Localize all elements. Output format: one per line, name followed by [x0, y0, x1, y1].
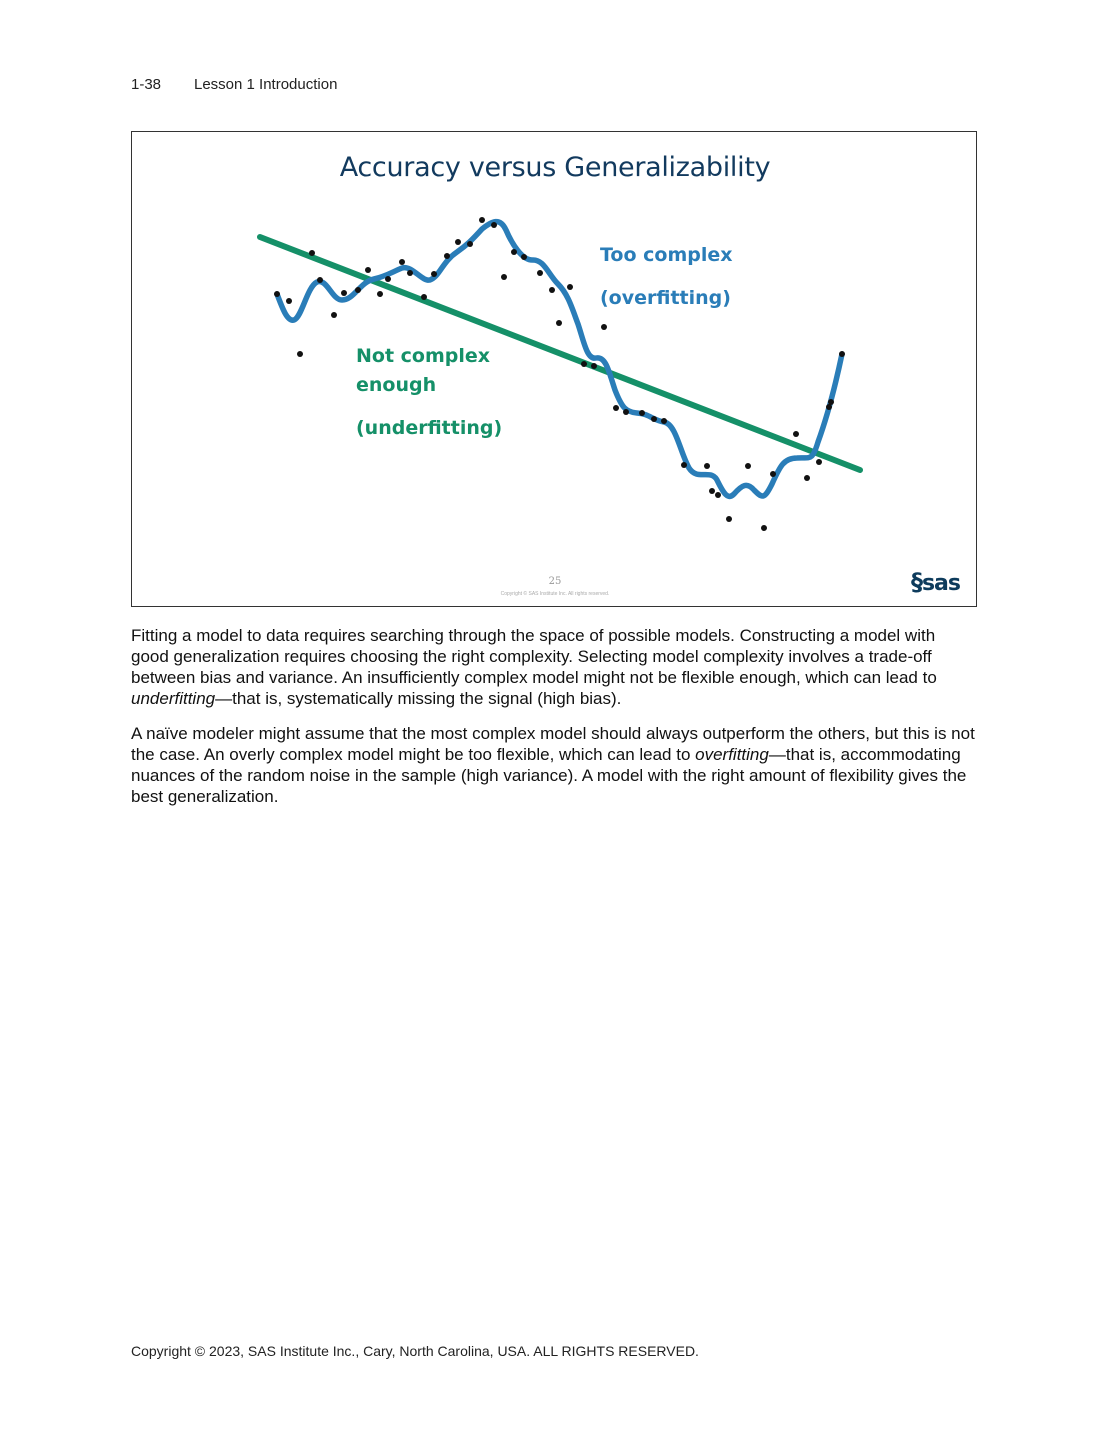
- slide-number: 25: [548, 576, 562, 587]
- overfitting-term: overfitting: [695, 745, 769, 764]
- data-point: [501, 274, 507, 280]
- linear-fit-line: [257, 234, 863, 473]
- data-point: [467, 241, 473, 247]
- paragraph-2: A naïve modeler might assume that the mo…: [131, 723, 976, 807]
- underfit-label-2: enough: [356, 374, 437, 396]
- data-point: [431, 271, 437, 277]
- overfit-label-paren: (overfitting): [600, 287, 731, 309]
- data-point: [355, 287, 361, 293]
- page-number: 1-38: [131, 76, 162, 93]
- overfit-curve: [274, 218, 845, 500]
- data-point: [601, 324, 607, 330]
- data-point: [377, 291, 383, 297]
- data-point: [709, 488, 715, 494]
- data-point: [521, 254, 527, 260]
- data-point: [286, 298, 292, 304]
- data-point: [591, 363, 597, 369]
- data-point: [385, 276, 391, 282]
- slide-title: Accuracy versus Generalizability: [339, 152, 771, 183]
- data-point: [297, 351, 303, 357]
- underfit-label: Not complex: [356, 345, 491, 367]
- data-point: [745, 463, 751, 469]
- data-point: [661, 418, 667, 424]
- data-point: [407, 270, 413, 276]
- data-point: [341, 290, 347, 296]
- paragraph-1-end: —that is, systematically missing the sig…: [215, 689, 622, 708]
- sas-logo: §sas: [910, 568, 961, 596]
- data-point: [511, 249, 517, 255]
- data-point: [421, 294, 427, 300]
- data-point: [317, 277, 323, 283]
- data-point: [613, 405, 619, 411]
- paragraph-2-end: —that is, accommodating nuances of the r…: [131, 745, 967, 806]
- data-point: [444, 253, 450, 259]
- data-point: [399, 259, 405, 265]
- data-point: [816, 459, 822, 465]
- data-point: [549, 287, 555, 293]
- data-point: [839, 351, 845, 357]
- underfit-label-paren: (underfitting): [356, 417, 503, 439]
- data-point: [726, 516, 732, 522]
- paragraph-1: Fitting a model to data requires searchi…: [131, 625, 976, 709]
- data-point: [639, 410, 645, 416]
- data-point: [651, 416, 657, 422]
- slide-copyright: Copyright © SAS Institute Inc. All right…: [500, 591, 610, 597]
- data-point: [365, 267, 371, 273]
- data-point: [479, 217, 485, 223]
- data-point: [581, 361, 587, 367]
- data-point: [793, 431, 799, 437]
- footer-copyright: Copyright © 2023, SAS Institute Inc., Ca…: [131, 1343, 699, 1359]
- data-point: [537, 270, 543, 276]
- data-point: [309, 250, 315, 256]
- data-point: [826, 404, 832, 410]
- data-point: [804, 475, 810, 481]
- data-point: [828, 399, 834, 405]
- data-point: [556, 320, 562, 326]
- data-point: [623, 409, 629, 415]
- data-point: [704, 463, 710, 469]
- overfit-label: Too complex: [600, 244, 733, 266]
- data-point: [274, 291, 280, 297]
- data-point: [681, 462, 687, 468]
- data-points: [274, 217, 845, 531]
- data-point: [455, 239, 461, 245]
- data-point: [567, 284, 573, 290]
- paragraph-2-text: A naïve modeler might assume that the mo…: [131, 724, 975, 764]
- data-point: [491, 222, 497, 228]
- lesson-title: Lesson 1 Introduction: [194, 76, 338, 93]
- fit-illustration: [257, 217, 863, 531]
- data-point: [331, 312, 337, 318]
- data-point: [715, 492, 721, 498]
- running-head: 1-38 Lesson 1 Introduction: [131, 76, 337, 93]
- data-point: [770, 471, 776, 477]
- slide-figure: Accuracy versus Generalizability Too com…: [131, 131, 977, 607]
- paragraph-1-text: Fitting a model to data requires searchi…: [131, 626, 937, 687]
- underfitting-term: underfitting: [131, 689, 216, 708]
- data-point: [761, 525, 767, 531]
